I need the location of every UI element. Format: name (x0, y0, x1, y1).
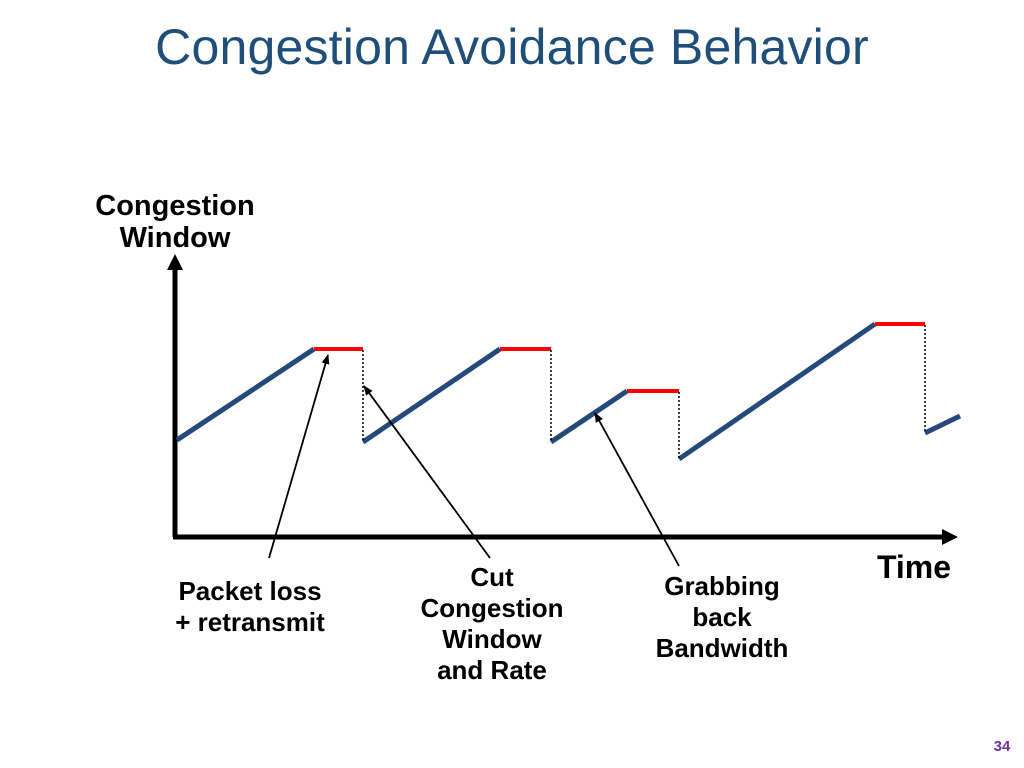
cut-window-annotation-line1: Cut (470, 562, 514, 592)
window-ramp-5 (923, 413, 962, 436)
grabbing-back-annotation-line2: back (692, 602, 752, 632)
y-axis-label-line2: Window (119, 222, 231, 254)
page-number: 34 (993, 738, 1011, 755)
packet-loss-annotation: Packet loss + retransmit (150, 576, 350, 638)
slide-title: Congestion Avoidance Behavior (155, 19, 869, 75)
y-axis-label: Congestion Window (70, 190, 280, 254)
x-axis-label: Time (876, 549, 952, 585)
grabbing-back-annotation-line3: Bandwidth (655, 633, 789, 663)
cut-window-arrow (363, 385, 491, 559)
cut-window-annotation: Cut Congestion Window and Rate (402, 562, 582, 686)
grabbing-back-annotation: Grabbing back Bandwidth (632, 571, 812, 664)
y-axis-arrowhead (167, 254, 183, 270)
window-ramp-3 (549, 388, 629, 445)
y-axis-label-line1: Congestion (95, 190, 255, 222)
grabbing-back-annotation-line1: Grabbing (664, 571, 780, 601)
x-axis-arrowhead (942, 529, 958, 545)
window-ramp-4 (677, 321, 877, 462)
cut-window-annotation-line3: Window (442, 624, 542, 654)
window-ramp-2 (361, 346, 502, 445)
packet-loss-annotation-line2: + retransmit (175, 607, 325, 637)
cut-window-annotation-line4: and Rate (437, 655, 547, 685)
grabbing-back-arrow (594, 412, 680, 567)
cut-window-annotation-line2: Congestion (420, 593, 564, 623)
packet-loss-arrow (268, 354, 330, 559)
packet-loss-annotation-line1: Packet loss (178, 576, 322, 606)
window-ramp-1 (175, 346, 316, 443)
